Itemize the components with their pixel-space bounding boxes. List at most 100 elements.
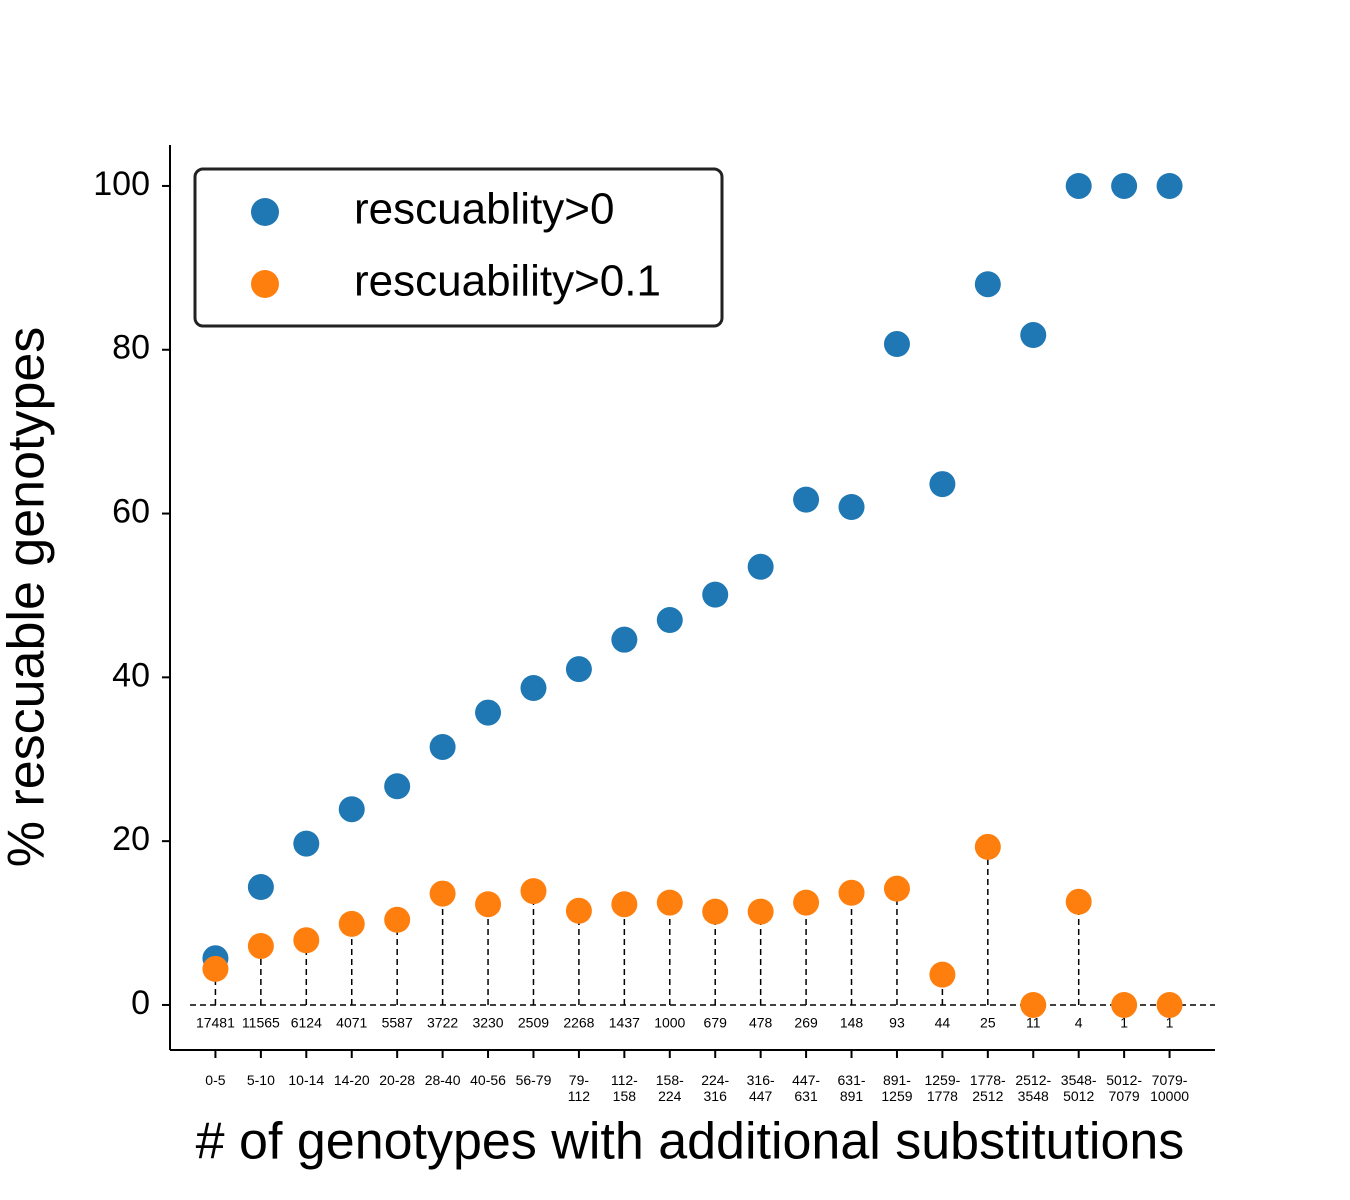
x-tick-label: 0-5 [205,1072,226,1088]
x-tick-label: 7079- 10000 [1150,1072,1190,1104]
point [1020,991,1047,1018]
point [1111,991,1138,1018]
count-label: 6124 [291,1015,322,1031]
point [475,891,502,918]
legend-label: rescuability>0.1 [354,257,661,306]
point [293,927,320,954]
x-tick-label: 14-20 [333,1072,370,1088]
count-label: 1 [1166,1015,1174,1031]
point [611,626,638,653]
x-tick-label: 891- 1259 [881,1072,913,1104]
x-axis-label: # of genotypes with additional substitut… [196,1113,1185,1171]
point [747,553,774,580]
count-label: 2268 [563,1015,594,1031]
count-label: 4071 [336,1015,367,1031]
point [429,880,456,907]
point [429,733,456,760]
legend-marker [251,198,279,226]
point [747,898,774,925]
point [656,889,683,916]
y-tick-label: 0 [131,984,150,1022]
point [883,331,910,358]
count-label: 4 [1075,1015,1083,1031]
point [1020,322,1047,349]
x-tick-label: 447- 631 [792,1072,821,1104]
legend-label: rescuablity>0 [354,185,614,234]
x-tick-label: 158- 224 [655,1072,684,1104]
x-tick-label: 1778- 2512 [969,1072,1006,1104]
x-tick-label: 631- 891 [837,1072,866,1104]
x-tick-label: 10-14 [288,1072,325,1088]
point [565,656,592,683]
legend-marker [251,270,279,298]
point [1111,172,1138,199]
point [384,773,411,800]
point [883,875,910,902]
point [338,796,365,823]
point [338,910,365,937]
point [565,897,592,924]
y-tick-label: 60 [112,493,150,531]
count-label: 1000 [654,1015,685,1031]
x-tick-label: 28-40 [424,1072,461,1088]
point [202,955,229,982]
point [1156,172,1183,199]
point [384,906,411,933]
point [247,932,274,959]
point [293,830,320,857]
count-label: 1 [1120,1015,1128,1031]
count-label: 5587 [382,1015,413,1031]
count-label: 148 [840,1015,864,1031]
point [929,961,956,988]
point [247,874,274,901]
point [702,581,729,608]
point [520,878,547,905]
count-label: 17481 [196,1015,235,1031]
x-tick-label: 112- 158 [610,1072,638,1104]
point [1156,991,1183,1018]
x-tick-label: 56-79 [515,1072,552,1088]
point [838,879,865,906]
point [1065,888,1092,915]
point [520,675,547,701]
point [974,271,1001,298]
x-tick-label: 1259- 1778 [924,1072,961,1104]
y-axis-label: % rescuable genotypes [0,327,56,868]
point [611,891,638,918]
x-tick-label: 224- 316 [701,1072,730,1104]
point [929,471,956,498]
count-label: 3722 [427,1015,458,1031]
point [1065,172,1092,199]
count-label: 478 [749,1015,773,1031]
point [793,486,820,513]
x-tick-label: 5012- 7079 [1106,1072,1143,1104]
point [656,607,683,634]
x-tick-label: 40-56 [470,1072,506,1088]
x-tick-label: 3548- 5012 [1060,1072,1097,1104]
count-label: 269 [794,1015,818,1031]
y-tick-label: 100 [93,165,150,203]
count-label: 11565 [242,1015,280,1031]
legend-box [193,167,724,328]
count-label: 11 [1026,1015,1041,1031]
x-tick-label: 79- 112 [567,1072,591,1104]
x-tick-label: 316- 447 [746,1072,775,1104]
count-label: 2509 [518,1015,549,1031]
point [475,699,502,726]
count-label: 44 [935,1015,951,1031]
count-label: 3230 [472,1015,503,1031]
count-label: 93 [889,1015,905,1031]
point [793,889,820,916]
y-tick-label: 40 [112,656,150,694]
count-label: 1437 [609,1015,640,1031]
x-tick-label: 5-10 [246,1072,275,1088]
x-tick-label: 2512- 3548 [1015,1072,1052,1104]
count-label: 25 [980,1015,996,1031]
count-label: 679 [704,1015,728,1031]
point [974,833,1001,860]
point [702,898,729,925]
point [838,494,865,520]
y-tick-label: 80 [112,329,150,367]
